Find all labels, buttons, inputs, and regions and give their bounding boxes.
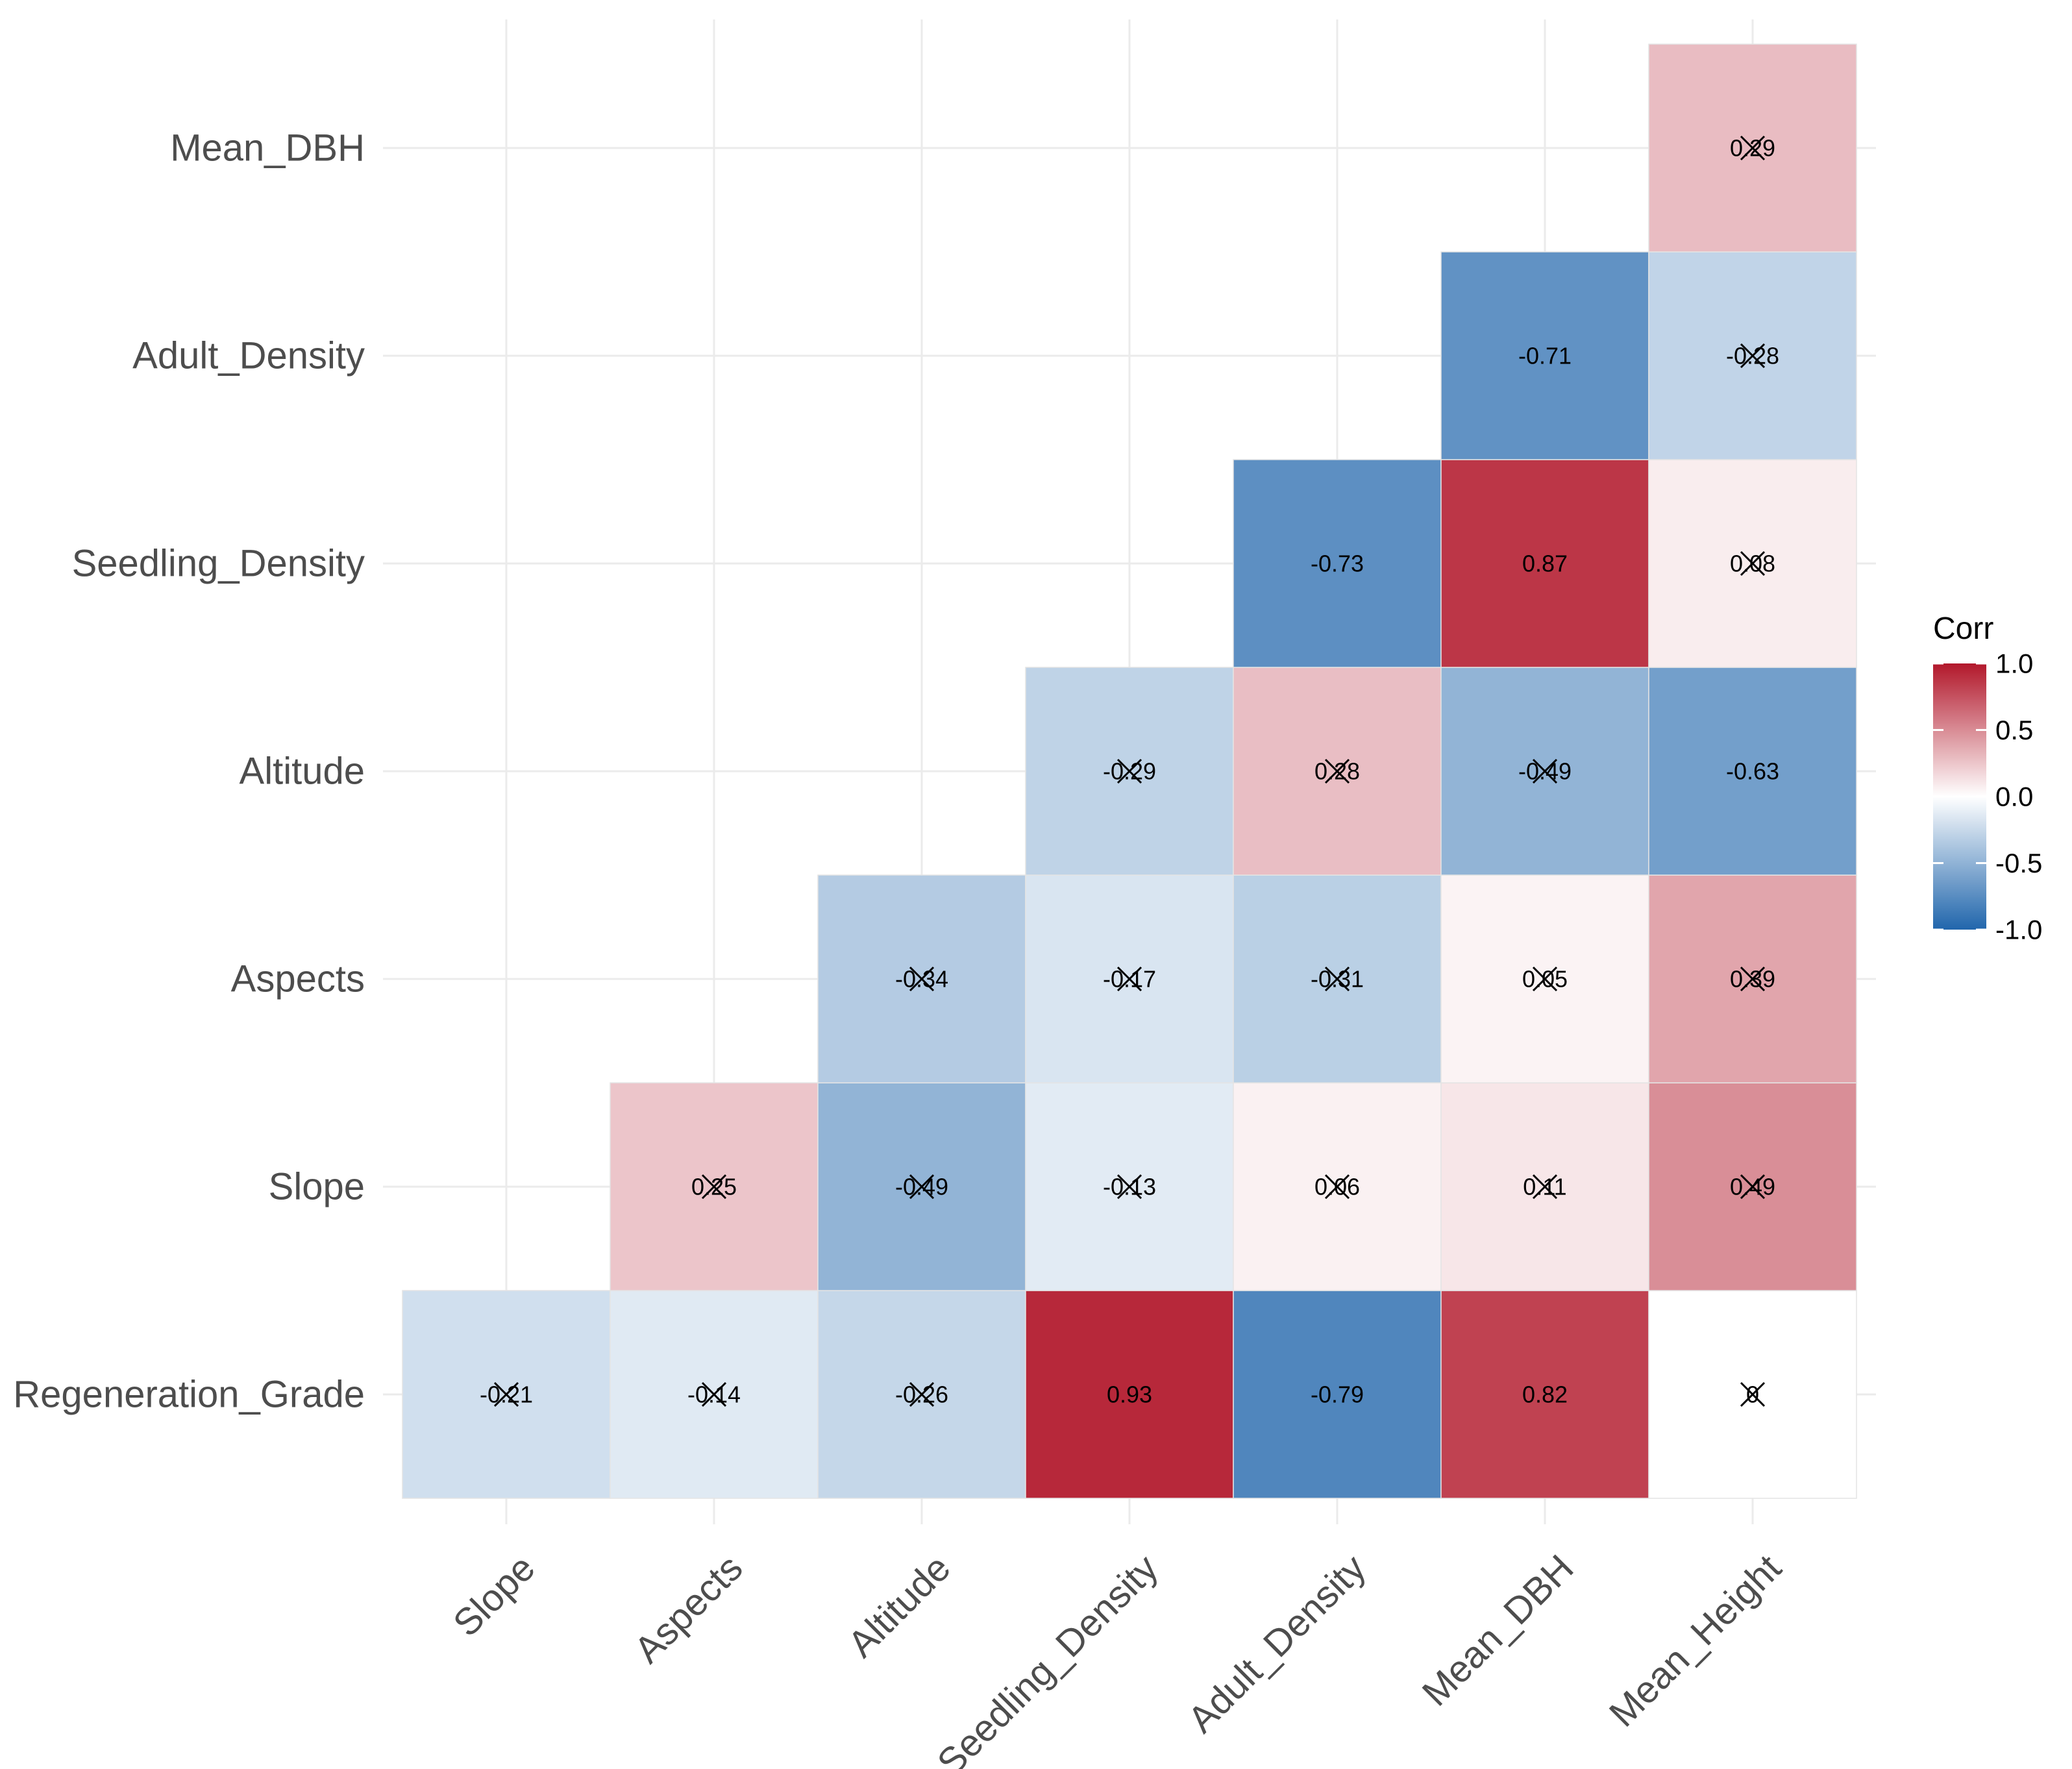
y-tick-label: Seedling_Density	[72, 543, 365, 585]
y-tick-label: Adult_Density	[132, 335, 365, 377]
insignificant-cross-mark	[1740, 550, 1766, 576]
legend-tick: 1.0	[1933, 649, 2033, 679]
cell-value-label: 0.82	[1522, 1381, 1568, 1408]
heatmap-cell	[1025, 1290, 1234, 1499]
insignificant-cross-mark	[1532, 758, 1558, 784]
heatmap-cell	[1648, 667, 1857, 876]
insignificant-cross-mark	[909, 966, 935, 992]
cell-value-label: -0.63	[1726, 758, 1779, 785]
insignificant-cross-mark	[1532, 1174, 1558, 1200]
insignificant-cross-mark	[1324, 966, 1350, 992]
legend-tick-label: 0.0	[1995, 782, 2033, 812]
legend: Corr 1.0 0.5 0.0 -0.5 -1.0	[1933, 612, 2042, 945]
insignificant-cross-mark	[1740, 135, 1766, 161]
cell-labels: -0.21-0.14-0.260.93-0.790.8200.25-0.49-0…	[480, 135, 1779, 1408]
insignificant-cross-mark	[1116, 966, 1142, 992]
cell-value-label: -0.73	[1311, 550, 1364, 577]
legend-tick: -1.0	[1933, 915, 2042, 945]
heatmap-cell	[1440, 459, 1649, 668]
insignificant-cross-mark	[1532, 966, 1558, 992]
y-axis: Regeneration_Grade Slope Aspects Altitude Se…	[13, 127, 365, 1416]
heatmap-cell	[1440, 1290, 1649, 1499]
y-tick-label: Mean_DBH	[170, 127, 365, 169]
heatmap-cell	[1440, 251, 1649, 460]
legend-tick: 0.0	[1933, 782, 2033, 812]
legend-title: Corr	[1933, 612, 1993, 646]
cell-value-label: -0.71	[1518, 343, 1572, 369]
y-tick-label: Altitude	[240, 750, 365, 793]
insignificant-cross-mark	[1324, 758, 1350, 784]
legend-tick: -0.5	[1933, 848, 2042, 878]
insignificant-cross-mark	[1740, 343, 1766, 369]
legend-tick-label: 1.0	[1995, 649, 2033, 679]
insignificant-cross-mark	[1116, 758, 1142, 784]
cell-value-label: 0.87	[1522, 550, 1568, 577]
cell-value-label: 0.93	[1107, 1381, 1152, 1408]
heatmap-cell	[1233, 459, 1442, 668]
insignificant-cross-mark	[1324, 1174, 1350, 1200]
insignificant-cross-mark	[1740, 966, 1766, 992]
heatmap-cell	[610, 1082, 819, 1291]
insignificant-cross-mark	[909, 1174, 935, 1200]
insignificant-cross-mark	[1116, 1174, 1142, 1200]
insignificant-cross-mark	[701, 1174, 727, 1200]
y-tick-label: Aspects	[231, 958, 365, 1000]
legend-tick-label: 0.5	[1995, 715, 2033, 745]
insignificant-cross-mark	[493, 1381, 519, 1407]
insignificant-cross-mark	[909, 1381, 935, 1407]
y-tick-label: Regeneration_Grade	[13, 1374, 365, 1416]
legend-tick-label: -0.5	[1995, 848, 2042, 878]
insignificant-cross-mark	[1740, 1174, 1766, 1200]
cell-value-label: -0.79	[1311, 1381, 1364, 1408]
y-tick-label: Slope	[269, 1166, 365, 1208]
insignificant-cross-mark	[701, 1381, 727, 1407]
legend-tick-label: -1.0	[1995, 915, 2042, 945]
legend-tick: 0.5	[1933, 715, 2033, 745]
insignificant-cross-mark	[1740, 1381, 1766, 1407]
